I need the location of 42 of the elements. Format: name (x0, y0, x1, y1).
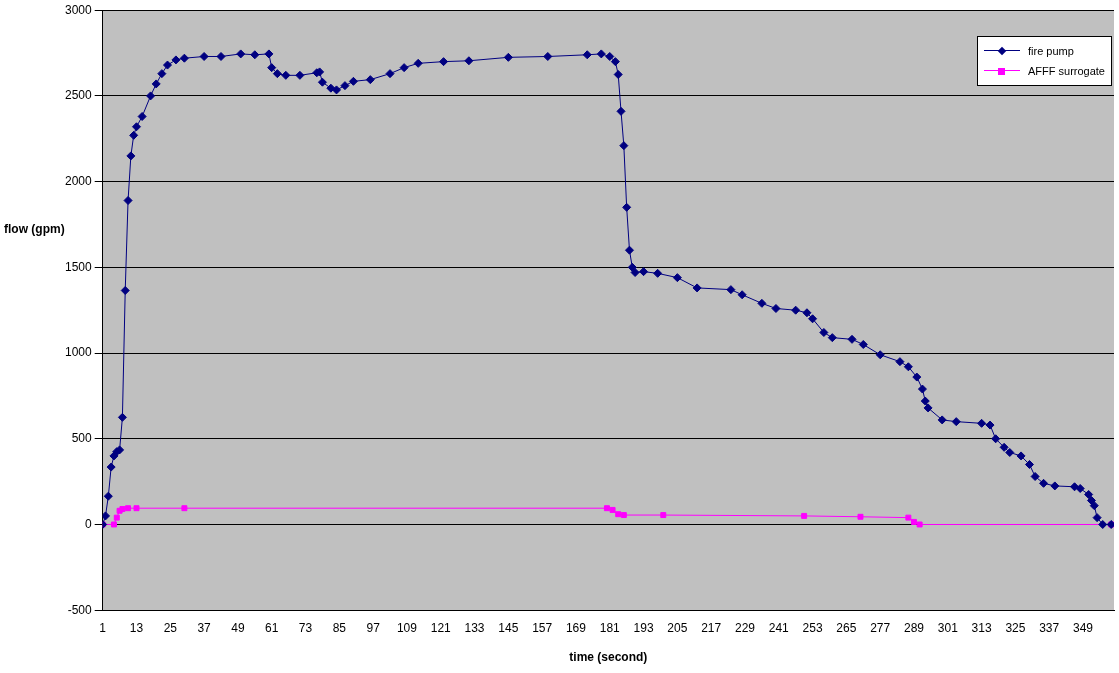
x-tick-label: 325 (1005, 620, 1026, 635)
x-tick-label: 61 (265, 620, 279, 635)
legend-label: AFFF surrogate (1027, 64, 1105, 80)
x-tick-label: 13 (129, 620, 144, 635)
x-tick-label: 49 (231, 620, 245, 635)
x-tick-label: 181 (599, 620, 621, 635)
x-tick-label: 37 (197, 620, 212, 635)
y-tick-label: 3000 (64, 2, 93, 17)
x-tick-label: 253 (802, 620, 823, 635)
x-tick-label: 217 (701, 620, 722, 635)
x-tick-label: 73 (298, 620, 313, 635)
x-tick-label: 337 (1039, 620, 1060, 635)
x-tick-label: 145 (498, 620, 519, 635)
x-tick-label: 109 (396, 620, 418, 635)
x-tick-label: 169 (565, 620, 587, 635)
x-tick-label: 349 (1073, 620, 1094, 635)
x-tick-label: 229 (734, 620, 756, 635)
y-tick-label: 500 (71, 431, 93, 446)
x-tick-label: 121 (430, 620, 452, 635)
x-tick-label: 25 (163, 620, 178, 635)
x-tick-label: 193 (633, 620, 654, 635)
y-tick-label: 2500 (64, 88, 93, 103)
x-tick-label: 313 (971, 620, 992, 635)
y-tick-label: 0 (85, 516, 93, 531)
x-tick-label: 97 (366, 620, 381, 635)
x-tick-label: 133 (464, 620, 485, 635)
x-tick-label: 1 (99, 620, 107, 635)
y-tick-label: -500 (67, 602, 93, 617)
x-tick-label: 205 (667, 620, 688, 635)
x-tick-label: 301 (937, 620, 959, 635)
y-tick-label: 1500 (64, 259, 93, 274)
x-axis-title: time (second) (569, 650, 648, 665)
y-axis-title: flow (gpm) (4, 221, 65, 236)
y-tick-label: 1000 (64, 345, 93, 360)
legend-label: fire pump (1027, 44, 1074, 60)
x-tick-label: 241 (768, 620, 790, 635)
x-tick-label: 277 (870, 620, 891, 635)
y-tick-label: 2000 (64, 173, 93, 188)
x-tick-label: 289 (903, 620, 925, 635)
x-tick-label: 85 (332, 620, 347, 635)
x-tick-label: 157 (532, 620, 553, 635)
x-tick-label: 265 (836, 620, 857, 635)
